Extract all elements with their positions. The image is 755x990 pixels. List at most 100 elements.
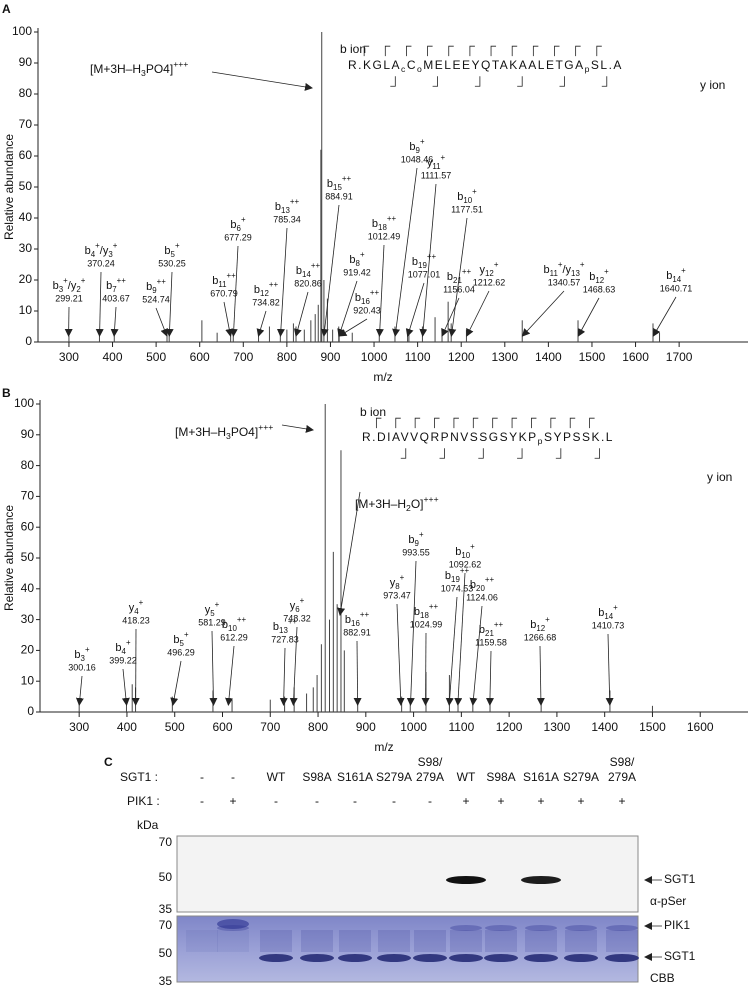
ion-arrow: [605, 633, 614, 706]
ion-arrow: [320, 204, 340, 337]
text-part: +: [472, 187, 477, 196]
text-part: 6: [295, 605, 300, 614]
ion-arrow: [165, 271, 174, 337]
text-part: +: [441, 153, 446, 162]
ion-mz: 1340.57: [548, 277, 581, 287]
y-axis-label: Relative abundance: [2, 134, 16, 240]
ion-label: b15++: [327, 174, 352, 192]
ion-mz: 920.43: [353, 305, 381, 315]
text-part: b: [372, 218, 378, 230]
cbb-band: [525, 925, 557, 931]
precursor-label: [M+3H–H3PO4]+++: [175, 422, 273, 441]
text-part: +: [613, 603, 618, 612]
lane-label: S98A: [302, 770, 331, 784]
text-part: b: [327, 178, 333, 190]
x-tick-label: 300: [59, 350, 79, 364]
text-part: y: [205, 604, 211, 616]
marker: 35: [159, 902, 173, 916]
b-ion-bracket: [550, 417, 556, 429]
text-part: b: [173, 634, 179, 646]
ion-label: b14+: [598, 603, 618, 621]
ion-mz: 1177.51: [451, 204, 483, 214]
text-part: b: [296, 265, 302, 277]
ion-label: b20++: [470, 575, 495, 593]
lane-label: +: [577, 794, 584, 808]
text-part: +: [494, 260, 499, 269]
ion-mz: 677.29: [224, 232, 252, 242]
ion-label: b3+: [74, 645, 90, 663]
b-ion-bracket: [395, 417, 401, 429]
x-tick-label: 1600: [687, 720, 714, 734]
ion-label: b4+/y3+: [85, 241, 118, 259]
ion-mz: 785.34: [273, 214, 301, 224]
cbb-lane-smear: [450, 930, 482, 952]
ion-arrow: [223, 301, 234, 337]
y-ion-bracket: [390, 76, 396, 87]
text-part: b: [230, 219, 236, 231]
cbb-band: [300, 954, 334, 962]
peptide-sequence: R.KGLAcCoMELEEYQTAKAALETGApSL.A: [348, 58, 623, 74]
ion-label: y12+: [480, 260, 499, 278]
ion-label: b11+/y13+: [544, 260, 585, 278]
y-ion-bracket: [478, 448, 484, 459]
text-part: +: [604, 267, 609, 276]
text-part: y: [390, 577, 396, 589]
ion-arrow: [419, 183, 437, 337]
text-part: +: [300, 596, 305, 605]
text-part: 7: [112, 285, 116, 294]
y-tick-label: 40: [21, 581, 35, 595]
ion-arrow: [521, 290, 565, 337]
ion-arrow: [396, 603, 405, 706]
text-part: b: [146, 281, 152, 293]
text-part: 20: [476, 584, 485, 593]
cbb-band: [606, 925, 638, 931]
ion-mz: 734.82: [252, 297, 280, 307]
text-part: /y: [68, 280, 77, 292]
ion-label: b13++: [275, 197, 300, 215]
ion-mz: 993.55: [402, 547, 430, 557]
ion-mz: 748.32: [283, 613, 311, 623]
y-ion-bracket: [559, 76, 565, 87]
text-part: ++: [117, 276, 127, 285]
y-ion-bracket: [555, 448, 562, 459]
text-part: b: [445, 570, 451, 582]
y-tick-label: 90: [19, 55, 33, 69]
ion-label: b18++: [414, 602, 439, 620]
precursor-label: [M+3H–H3PO4]+++: [90, 59, 188, 78]
cbb-band: [485, 925, 517, 931]
text-part: y: [290, 600, 296, 612]
text-part: 9: [152, 286, 157, 295]
text-part: ++: [485, 575, 495, 584]
text-part: b: [408, 534, 414, 546]
cbb-band: [450, 925, 482, 931]
text-part: b: [254, 284, 260, 296]
text-part: +++: [173, 59, 188, 69]
x-tick-label: 1000: [400, 720, 427, 734]
b-ion-bracket: [532, 45, 539, 57]
b-ion-bracket: [448, 45, 454, 57]
text-part: ++: [227, 271, 237, 280]
text-part: b: [544, 264, 550, 276]
ion-mz: 1410.73: [592, 620, 625, 630]
text-part: +: [81, 276, 86, 285]
text-part: ++: [462, 267, 472, 276]
x-tick-label: 1500: [579, 350, 606, 364]
b-ion-bracket: [472, 417, 479, 429]
text-part: +: [215, 600, 220, 609]
x-tick-label: 1300: [491, 350, 518, 364]
text-part: 5: [210, 609, 215, 618]
b-ion-bracket: [554, 45, 560, 57]
y-axis-label: Relative abundance: [2, 505, 16, 611]
text-part: /y: [562, 264, 571, 276]
text-part: +: [558, 260, 563, 269]
ion-label: b9+: [409, 137, 425, 155]
text-part: ++: [157, 277, 167, 286]
y-ion-bracket: [439, 448, 445, 459]
text-part: 10: [463, 196, 472, 205]
text-part: b: [589, 271, 595, 283]
b-ion-bracket: [575, 45, 581, 57]
text-part: b: [355, 292, 361, 304]
x-tick-label: 700: [233, 350, 253, 364]
ion-mz: 973.47: [383, 590, 411, 600]
cbb-lane-smear: [414, 930, 446, 952]
